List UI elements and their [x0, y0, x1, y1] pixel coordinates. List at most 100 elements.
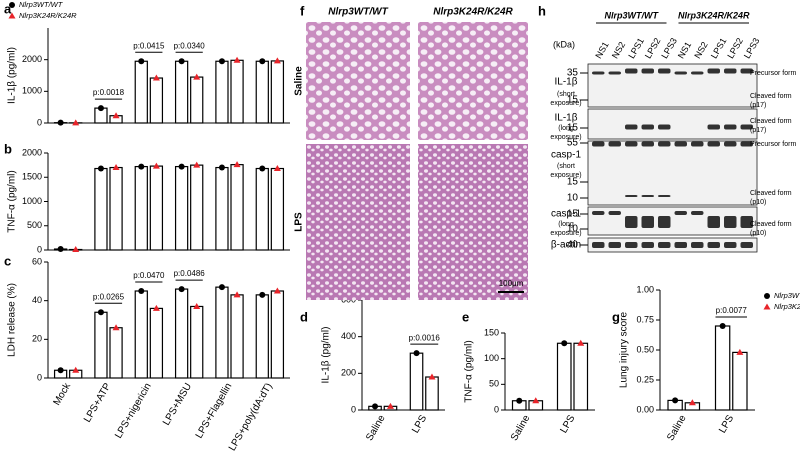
y-tick-label: 2000: [22, 54, 42, 64]
p-value: p:0.0077: [716, 306, 748, 315]
x-tick-label: Saline: [665, 413, 689, 443]
y-tick-label: 40: [32, 295, 42, 305]
blot-band: [608, 242, 621, 248]
x-tick-label: LPS: [558, 413, 577, 435]
bar: [230, 294, 244, 379]
blot-band: [691, 71, 704, 75]
bar: [134, 60, 148, 124]
y-tick-label: 200: [341, 368, 356, 378]
blot-band: [658, 68, 671, 74]
bar-marker: [516, 397, 523, 404]
bar: [230, 164, 244, 251]
bar: [190, 76, 204, 124]
x-tick-label: LPS: [410, 413, 429, 435]
bar-marker: [688, 399, 696, 406]
bar-marker: [561, 340, 568, 347]
blot-band: [641, 242, 654, 248]
y-axis-label: TNF-α (pg/ml): [464, 340, 475, 402]
bar-marker: [57, 367, 64, 374]
bar: [149, 165, 164, 251]
blot-band: [724, 216, 737, 228]
bar: [190, 164, 204, 251]
blot-band: [608, 211, 621, 215]
y-tick-label: 0: [351, 404, 356, 414]
bar: [270, 290, 285, 379]
kda-marker: 15: [567, 95, 579, 106]
bar: [732, 351, 748, 411]
blot-label: casp-1: [551, 150, 581, 161]
p-value: p:0.0340: [174, 41, 206, 50]
bar: [425, 376, 439, 411]
bar-marker: [273, 165, 281, 172]
y-tick-label: 0: [37, 117, 42, 127]
y-tick-label: 0.50: [636, 344, 654, 354]
band-annotation: (p17): [750, 127, 766, 134]
histology-image: [418, 144, 528, 300]
y-tick-label: 150: [484, 327, 499, 337]
panel-label: c: [4, 253, 11, 268]
y-axis-label: TNF-α (pg/ml): [7, 170, 18, 232]
blot-band: [592, 141, 605, 147]
blot-band: [658, 216, 671, 228]
y-tick-label: 0: [37, 244, 42, 254]
bar-marker: [57, 246, 64, 253]
lane-label: LPS2: [643, 36, 663, 60]
y-tick-label: 0.25: [636, 374, 654, 384]
column-label: Nlrp3K24R/K24R: [433, 7, 513, 18]
lane-label: LPS3: [659, 36, 679, 60]
bar-marker: [97, 105, 104, 112]
blot-band: [740, 216, 753, 228]
p-value: p:0.0265: [93, 292, 125, 301]
blot-band: [707, 141, 720, 147]
bar-marker: [719, 323, 726, 329]
bar: [94, 311, 108, 379]
panel-label: f: [300, 3, 305, 18]
bar-marker: [218, 58, 225, 65]
bar-marker: [72, 366, 80, 373]
histology-image: [418, 22, 528, 140]
bar: [255, 294, 269, 379]
legend-label: Nlrp3K24R/K24R: [774, 302, 800, 311]
blot-band: [724, 68, 737, 74]
column-label: Nlrp3WT/WT: [328, 7, 388, 18]
legend-marker: [8, 12, 16, 19]
y-tick-label: 1000: [22, 86, 42, 96]
blot-band: [707, 124, 720, 130]
bar-marker: [138, 288, 145, 294]
blot-band: [641, 68, 654, 74]
blot-band: [625, 124, 638, 130]
y-tick-label: 50: [489, 379, 499, 389]
bar-marker: [672, 397, 679, 404]
blot-label: (short: [557, 91, 575, 98]
panel-label: b: [4, 141, 12, 156]
bar-marker: [97, 309, 104, 316]
bar-marker: [413, 350, 420, 357]
blot-band: [641, 141, 654, 147]
band-annotation: Precursor form: [750, 70, 796, 77]
x-tick-label: Saline: [364, 413, 388, 443]
blot-label: (long: [558, 221, 574, 228]
p-value: p:0.0486: [174, 269, 206, 278]
blot-panel: [587, 140, 758, 206]
blot-label: β-actin: [551, 240, 581, 251]
band-annotation: (p10): [750, 230, 766, 237]
bar: [409, 352, 424, 411]
blot-band: [625, 68, 638, 74]
scale-bar-label: 100μm: [499, 279, 524, 288]
bar-marker: [577, 339, 585, 346]
blot-band: [691, 211, 704, 215]
y-tick-label: 20: [32, 334, 42, 344]
blot-label: (long: [558, 125, 574, 132]
lane-label: NS1: [676, 40, 693, 60]
blot-unit: (kDa): [553, 39, 575, 49]
y-axis-label: LDH release (%): [7, 283, 18, 357]
blot-band: [724, 242, 737, 248]
bar: [149, 77, 164, 124]
lane-label: LPS1: [709, 36, 729, 60]
lane-label: NS2: [610, 40, 627, 60]
blot-label: IL-1β: [555, 113, 578, 124]
band-annotation: Cleaved form: [750, 93, 792, 100]
bar-marker: [193, 161, 201, 168]
bar: [134, 290, 148, 379]
bar-marker: [97, 165, 104, 172]
